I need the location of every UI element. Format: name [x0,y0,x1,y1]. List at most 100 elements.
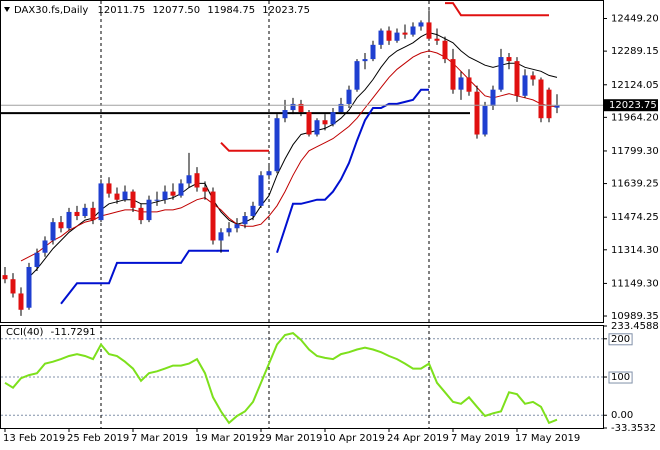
indicator-line [220,2,549,152]
candle-body [522,75,528,96]
candle-body [210,191,216,241]
candle-body [234,224,240,229]
candle-body [178,183,184,196]
candle-body [82,207,88,217]
candle-body [162,191,168,200]
candle-body [42,240,48,253]
candle-body [538,79,544,119]
candle-body [426,22,432,39]
y2-tick-label: 0.00 [611,410,633,421]
y2-tick-label: 200 [611,334,630,345]
candle-body [202,187,208,192]
candle-body [18,293,24,310]
candle-body [266,171,272,176]
candle-body [154,199,160,201]
candle-body [74,211,80,217]
candle-body [194,173,200,188]
candle-body [50,222,56,241]
indicator-line [60,88,429,305]
main-panel [0,0,604,323]
candle-body [226,228,232,233]
menu-arrow [4,7,10,12]
x-tick-label: 17 May 2019 [515,433,580,444]
x-tick-label: 29 Mar 2019 [259,433,322,444]
candle-body [506,57,512,62]
candle-body [490,89,496,106]
candle-body [410,26,416,35]
candle-body [258,175,264,206]
candle-body [58,222,64,229]
candle-body [106,183,112,194]
candle-body [122,191,128,200]
candle-body [218,232,224,241]
candle-body [554,105,560,108]
candle-body [170,191,176,196]
candle-body [26,266,32,308]
x-tick-label: 7 Mar 2019 [131,433,188,444]
x-tick-label: 25 Feb 2019 [67,433,129,444]
y-tick-label: 11149.30 [611,278,659,289]
candle-body [90,207,96,221]
price-tag-label: 12023.75 [609,100,657,111]
y-tick-label: 11314.30 [611,245,659,256]
candle-body [378,30,384,45]
close-label: 12023.75 [262,5,310,16]
candle-body [418,22,424,27]
candle-body [314,120,320,135]
candle-body [402,32,408,35]
y-tick-label: 11639.25 [611,179,659,190]
candle-body [346,89,352,104]
candle-body [394,32,400,41]
y-tick-label: 12449.20 [611,14,659,25]
cci-name: CCI(40) [6,327,44,338]
high-label: 12077.50 [152,5,200,16]
y-tick-label: 12289.15 [611,46,659,57]
candle-body [546,89,552,119]
candle-body [138,207,144,221]
x-tick-label: 13 Feb 2019 [3,433,65,444]
candle-body [290,103,296,111]
y-tick-label: 11474.25 [611,212,659,223]
candle-body [514,61,520,96]
candle-body [474,91,480,135]
candle-body [338,103,344,113]
candle-body [330,112,336,125]
chart-title: DAX30.fs,Daily 12011.75 12077.50 11984.7… [14,5,310,16]
y-tick-label: 11964.20 [611,112,659,123]
candle-body [186,175,192,184]
candle-body [370,44,376,60]
y-tick-label: 12124.05 [611,80,659,91]
y2-tick-label: 100 [611,372,630,383]
candle-body [322,120,328,125]
level-box [608,371,633,384]
candle-body [442,40,448,60]
low-label: 11984.75 [207,5,255,16]
candle-body [2,275,8,280]
candle-body [386,30,392,41]
candle-body [434,38,440,41]
level-box [608,333,633,346]
x-tick-label: 24 Apr 2019 [387,433,449,444]
candle-body [146,199,152,221]
candle-body [34,252,40,267]
cci-value: -11.7291 [51,327,96,338]
candle-body [450,59,456,90]
candle-body [66,211,72,229]
x-tick-label: 10 Apr 2019 [323,433,385,444]
candle-body [282,110,288,119]
y-tick-label: 10989.35 [611,311,659,322]
candle-body [298,103,304,113]
cci-line [4,332,558,425]
candle-body [354,61,360,90]
candle-body [530,75,536,80]
y2-tick-label: -33.3532 [611,423,656,434]
open-label: 12011.75 [98,5,146,16]
candle-body [242,216,248,225]
candle-body [274,118,280,172]
candle-body [482,105,488,135]
candle-body [362,59,368,62]
candle-body [306,112,312,135]
y-tick-label: 11799.30 [611,146,659,157]
